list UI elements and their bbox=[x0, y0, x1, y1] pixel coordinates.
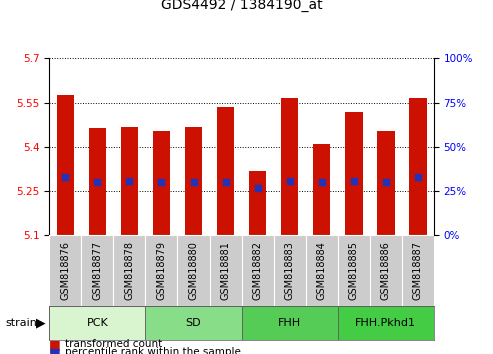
Bar bbox=[185, 127, 202, 235]
Text: PCK: PCK bbox=[86, 318, 108, 328]
FancyBboxPatch shape bbox=[49, 235, 81, 306]
Bar bbox=[409, 98, 426, 235]
FancyBboxPatch shape bbox=[338, 235, 370, 306]
FancyBboxPatch shape bbox=[306, 235, 338, 306]
Bar bbox=[249, 171, 266, 235]
Text: GSM818885: GSM818885 bbox=[349, 241, 359, 300]
FancyBboxPatch shape bbox=[210, 235, 242, 306]
Bar bbox=[313, 144, 330, 235]
FancyBboxPatch shape bbox=[274, 235, 306, 306]
Text: FHH.Pkhd1: FHH.Pkhd1 bbox=[355, 318, 416, 328]
Text: GSM818879: GSM818879 bbox=[156, 241, 167, 300]
Text: ▶: ▶ bbox=[35, 316, 45, 330]
Bar bbox=[242, 306, 338, 340]
Bar bbox=[153, 131, 170, 235]
Text: SD: SD bbox=[186, 318, 201, 328]
Text: ■: ■ bbox=[49, 346, 61, 354]
FancyBboxPatch shape bbox=[145, 235, 177, 306]
Bar bbox=[338, 306, 434, 340]
Bar bbox=[345, 112, 362, 235]
Text: GSM818886: GSM818886 bbox=[381, 241, 391, 300]
Text: GSM818877: GSM818877 bbox=[92, 241, 103, 301]
FancyBboxPatch shape bbox=[177, 235, 210, 306]
Text: strain: strain bbox=[5, 318, 37, 328]
Text: GSM818881: GSM818881 bbox=[220, 241, 231, 300]
Text: GSM818882: GSM818882 bbox=[252, 241, 263, 300]
Text: GDS4492 / 1384190_at: GDS4492 / 1384190_at bbox=[161, 0, 322, 12]
Bar bbox=[281, 98, 298, 235]
Text: GSM818884: GSM818884 bbox=[317, 241, 327, 300]
Bar bbox=[377, 131, 394, 235]
Bar bbox=[89, 128, 106, 235]
Bar bbox=[145, 306, 242, 340]
Bar bbox=[57, 95, 74, 235]
FancyBboxPatch shape bbox=[402, 235, 434, 306]
Text: GSM818878: GSM818878 bbox=[124, 241, 135, 300]
Text: GSM818887: GSM818887 bbox=[413, 241, 423, 300]
Text: GSM818880: GSM818880 bbox=[188, 241, 199, 300]
Bar bbox=[217, 107, 234, 235]
Text: percentile rank within the sample: percentile rank within the sample bbox=[65, 347, 241, 354]
Bar bbox=[121, 127, 138, 235]
Text: ■: ■ bbox=[49, 338, 61, 351]
FancyBboxPatch shape bbox=[81, 235, 113, 306]
Text: GSM818876: GSM818876 bbox=[60, 241, 70, 300]
Text: FHH: FHH bbox=[278, 318, 301, 328]
FancyBboxPatch shape bbox=[113, 235, 145, 306]
FancyBboxPatch shape bbox=[370, 235, 402, 306]
Bar bbox=[49, 306, 145, 340]
Text: GSM818883: GSM818883 bbox=[284, 241, 295, 300]
Text: transformed count: transformed count bbox=[65, 339, 162, 349]
FancyBboxPatch shape bbox=[242, 235, 274, 306]
